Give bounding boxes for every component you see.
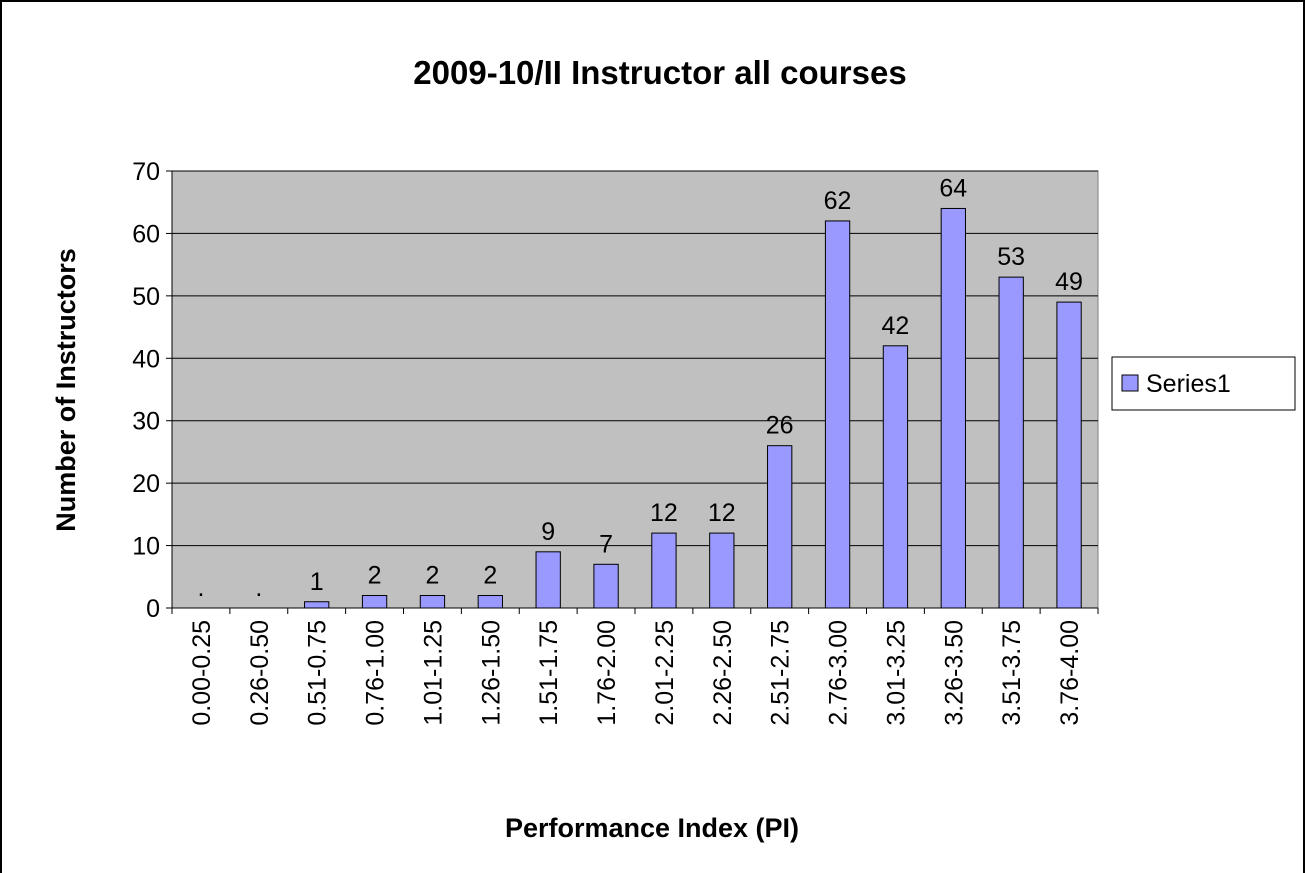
bar [940, 207, 966, 609]
chart-title: 2009-10/II Instructor all courses [413, 54, 906, 91]
bar [535, 551, 561, 609]
bar [882, 345, 909, 609]
x-tick-label: 0.76-1.00 [362, 620, 390, 726]
y-tick-label: 60 [132, 220, 160, 248]
data-label: 2 [483, 562, 497, 590]
y-tick-label: 30 [132, 408, 160, 436]
y-tick-label: 0 [146, 595, 160, 623]
bar [593, 563, 619, 609]
y-tick-label: 70 [132, 158, 160, 186]
legend-swatch [1121, 374, 1139, 392]
x-tick-label: 2.01-2.25 [651, 620, 679, 726]
x-tick-label: 3.76-4.00 [1056, 620, 1084, 726]
bar [709, 532, 735, 609]
x-tick-label: 1.26-1.50 [477, 620, 505, 726]
bar [361, 595, 388, 609]
data-label: 49 [1055, 268, 1083, 296]
data-label: . [197, 574, 204, 602]
bar [1056, 301, 1082, 609]
y-tick-label: 10 [132, 533, 160, 561]
x-tick-label: 0.51-0.75 [304, 620, 332, 726]
data-label: 12 [708, 499, 736, 527]
x-tick-label: 2.76-3.00 [825, 620, 853, 726]
x-axis-label: Performance Index (PI) [505, 813, 799, 843]
x-tick-label: 2.51-2.75 [767, 620, 795, 726]
x-tick-label: 3.01-3.25 [882, 620, 910, 726]
x-tick-label: 0.00-0.25 [188, 620, 216, 726]
y-tick-label: 40 [132, 345, 160, 373]
data-label: 62 [824, 187, 852, 215]
y-axis-label: Number of Instructors [51, 248, 81, 532]
bar [824, 220, 851, 609]
x-tick-label: 3.26-3.50 [940, 620, 968, 726]
data-label: 9 [541, 518, 555, 546]
legend-box [1111, 356, 1296, 411]
data-label: . [255, 574, 262, 602]
bar [477, 595, 503, 609]
x-tick-label: 1.76-2.00 [593, 620, 621, 726]
data-label: 42 [882, 312, 910, 340]
data-label: 64 [939, 174, 967, 202]
bar [651, 532, 677, 609]
x-tick-label: 0.26-0.50 [246, 620, 274, 726]
data-label: 26 [766, 412, 794, 440]
y-tick-label: 20 [132, 470, 160, 498]
data-label: 2 [425, 562, 439, 590]
x-tick-label: 3.51-3.75 [998, 620, 1026, 726]
x-tick-label: 2.26-2.50 [709, 620, 737, 726]
data-label: 1 [310, 568, 324, 596]
legend-label: Series1 [1146, 370, 1231, 398]
data-label: 12 [650, 499, 678, 527]
bar [304, 601, 330, 609]
x-tick-label: 1.51-1.75 [535, 620, 563, 726]
bar [419, 595, 446, 609]
data-label: 7 [599, 530, 613, 558]
data-label: 53 [997, 243, 1025, 271]
bar [998, 276, 1024, 609]
x-tick-label: 1.01-1.25 [419, 620, 447, 726]
bar [767, 445, 793, 609]
data-label: 2 [368, 562, 382, 590]
y-tick-label: 50 [132, 283, 160, 311]
